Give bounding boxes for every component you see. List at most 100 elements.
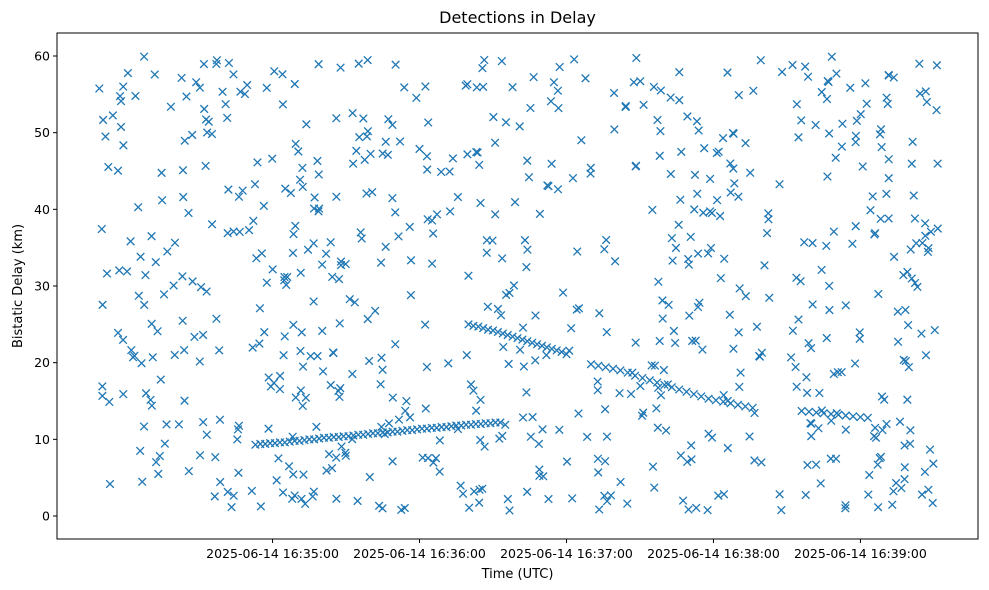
clutter-detection-point [336,63,345,72]
clutter-detection-point [127,345,136,355]
clutter-detection-point [224,58,234,68]
clutter-detection-point [929,459,938,468]
clutter-detection-point [298,401,307,411]
clutter-detection-point [262,278,272,287]
clutter-detection-point [353,496,362,506]
clutter-detection-point [405,413,415,422]
clutter-detection-point [405,222,414,232]
clutter-detection-point [326,237,335,247]
clutter-detection-point [806,431,816,441]
clutter-detection-point [377,353,386,362]
clutter-detection-point [474,160,484,170]
clutter-detection-point [302,120,311,129]
clutter-detection-point [390,208,400,217]
track-detection-point [630,371,640,380]
clutter-detection-point [119,141,128,150]
clutter-detection-point [658,314,667,323]
clutter-detection-point [98,115,108,125]
clutter-detection-point [464,271,473,280]
clutter-detection-point [476,395,485,405]
clutter-detection-point [155,451,165,461]
clutter-detection-point [169,281,178,290]
clutter-detection-point [824,129,834,138]
clutter-detection-point [444,359,453,368]
clutter-detection-point [318,367,328,376]
clutter-detection-point [314,204,324,213]
clutter-detection-point [229,227,238,236]
clutter-detection-point [394,232,403,241]
clutter-detection-point [683,112,692,121]
track-detection-point [834,410,843,420]
track-detection-point [513,333,522,343]
clutter-detection-point [775,489,784,499]
clutter-detection-point [139,300,149,310]
track-detection-point [848,412,858,421]
clutter-detection-point [678,496,688,505]
clutter-detection-point [705,174,715,184]
clutter-detection-point [792,382,801,392]
clutter-detection-point [422,165,432,174]
clutter-detection-point [900,463,910,472]
clutter-detection-point [190,332,199,342]
clutter-detection-point [116,122,126,132]
clutter-detection-point [553,185,563,194]
clutter-detection-point [876,125,886,134]
clutter-detection-point [788,326,798,336]
track-detection-point [523,336,532,346]
clutter-detection-point [431,453,441,463]
clutter-detection-point [811,460,821,469]
clutter-detection-point [490,138,500,148]
clutter-detection-point [297,328,306,337]
clutter-detection-point [510,197,520,207]
clutter-detection-point [906,426,915,435]
clutter-detection-point [139,52,149,61]
clutter-detection-point [600,404,610,414]
track-detection-point [741,402,750,411]
clutter-detection-point [676,195,685,205]
clutter-detection-point [808,238,817,248]
x-tick-label: 2025-06-14 16:35:00 [206,546,339,561]
clutter-detection-point [803,72,813,82]
clutter-detection-point [893,307,903,316]
clutter-detection-point [639,100,648,110]
clutter-detection-point [114,266,124,275]
clutter-detection-point [122,267,132,276]
clutter-detection-point [687,336,697,346]
clutter-detection-point [328,272,337,282]
track-detection-point [508,332,517,341]
clutter-detection-point [147,231,156,241]
clutter-detection-point [875,130,885,139]
clutter-detection-point [136,252,145,261]
clutter-detection-point [364,356,374,366]
clutter-detection-point [376,258,386,267]
clutter-detection-point [802,372,811,382]
clutter-detection-point [572,305,581,314]
clutter-detection-point [658,296,667,305]
clutter-detection-point [520,235,530,245]
clutter-detection-point [195,450,205,460]
clutter-detection-point [151,457,161,467]
track-detection-point [682,387,691,397]
clutter-detection-point [314,170,324,179]
clutter-detection-point [837,367,846,377]
clutter-detection-point [178,316,187,326]
clutter-detection-point [581,74,590,83]
clutter-detection-point [157,168,166,178]
clutter-detection-point [130,351,139,361]
clutter-detection-point [636,76,645,86]
clutter-detection-point [602,496,612,506]
clutter-detection-point [928,498,937,508]
clutter-detection-point [690,170,700,180]
track-detection-point [496,418,505,427]
clutter-detection-point [654,277,663,287]
clutter-detection-point [554,103,563,113]
clutter-detection-point [119,389,128,399]
track-detection-point [733,400,743,410]
clutter-detection-point [281,280,291,290]
clutter-detection-point [817,265,826,275]
clutter-detection-point [170,350,179,360]
track-detection-point [478,323,488,333]
clutter-detection-point [602,327,612,337]
y-tick-label: 60 [34,49,50,64]
clutter-detection-point [874,289,883,299]
